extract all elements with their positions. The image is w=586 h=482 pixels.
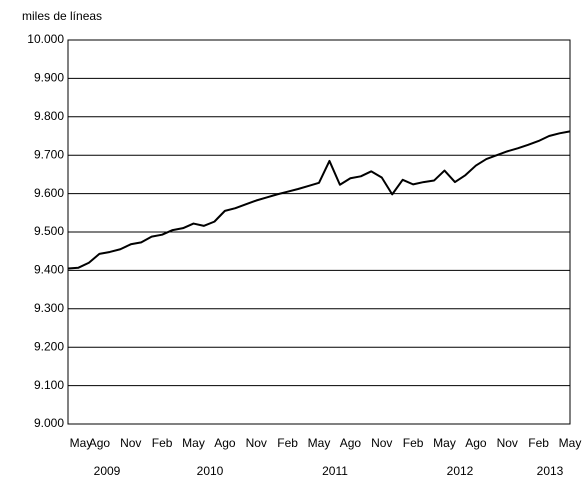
x-tick-label: Ago	[465, 436, 487, 450]
year-label: 2009	[94, 464, 121, 478]
y-tick-label: 9.200	[34, 339, 64, 353]
x-tick-label: Feb	[152, 436, 173, 450]
y-tick-label: 9.000	[34, 416, 64, 430]
x-tick-label: Nov	[246, 436, 267, 450]
x-tick-label: May	[308, 436, 331, 450]
y-tick-label: 9.900	[34, 71, 64, 85]
y-tick-label: 9.700	[34, 147, 64, 161]
x-tick-label: Feb	[277, 436, 298, 450]
x-tick-label: Ago	[89, 436, 111, 450]
x-tick-label: Feb	[528, 436, 549, 450]
y-tick-label: 9.500	[34, 224, 64, 238]
year-label: 2011	[322, 464, 348, 478]
plot-border	[67, 39, 571, 425]
y-tick-label: 9.300	[34, 301, 64, 315]
x-tick-label: Nov	[497, 436, 518, 450]
x-tick-label: Nov	[120, 436, 141, 450]
x-tick-label: Ago	[214, 436, 236, 450]
y-tick-label: 9.800	[34, 109, 64, 123]
data-line	[67, 130, 571, 270]
x-tick-label: May	[559, 436, 582, 450]
y-tick-label: 9.400	[34, 263, 64, 277]
year-label: 2013	[537, 464, 564, 478]
y-axis-title: miles de líneas	[22, 9, 102, 23]
x-tick-label: Ago	[340, 436, 362, 450]
year-label: 2012	[447, 464, 474, 478]
x-tick-label: May	[182, 436, 205, 450]
x-tick-label: May	[70, 436, 93, 450]
x-tick-label: Nov	[371, 436, 392, 450]
year-label: 2010	[197, 464, 224, 478]
x-tick-label: May	[433, 436, 456, 450]
x-tick-label: Feb	[403, 436, 424, 450]
y-tick-label: 10.000	[27, 32, 64, 46]
y-tick-label: 9.100	[34, 378, 64, 392]
y-tick-label: 9.600	[34, 186, 64, 200]
